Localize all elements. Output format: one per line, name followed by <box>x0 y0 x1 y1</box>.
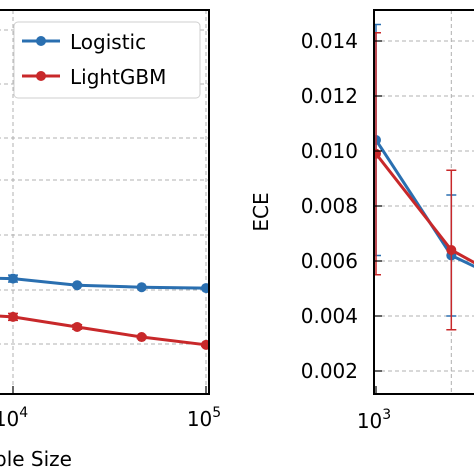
legend-label-logistic: Logistic <box>70 30 146 54</box>
right-y-tick-label: 0.002 <box>301 359 358 383</box>
right-x-tick-label: 103 <box>357 407 391 433</box>
legend-entry-lightgbm: LightGBM <box>22 65 166 89</box>
right-point-lightgbm <box>446 245 457 255</box>
left-x-axis-label: ple Size <box>0 447 72 471</box>
right-y-tick-label: 0.006 <box>301 249 358 273</box>
left-axes-frame <box>0 9 210 395</box>
left-point-lightgbm <box>136 332 147 343</box>
right-series-line-lightgbm <box>374 152 474 265</box>
left-point-logistic <box>136 282 147 293</box>
left-point-logistic <box>201 283 209 294</box>
left-series-line-lightgbm <box>0 314 207 347</box>
legend-label-lightgbm: LightGBM <box>70 65 166 89</box>
left-x-tick-label: 105 <box>187 405 221 431</box>
right-y-tick-label: 0.010 <box>301 139 358 163</box>
legend-box <box>13 21 201 99</box>
left-plot-area <box>0 273 209 350</box>
left-point-logistic <box>72 280 83 291</box>
legend: Logistic LightGBM <box>13 21 201 99</box>
left-point-lightgbm <box>8 311 18 322</box>
right-y-axis: 0.002 0.004 0.006 0.008 0.010 0.012 0.014 <box>301 29 382 383</box>
right-axes-frame <box>373 9 474 395</box>
left-point-lightgbm <box>72 321 83 332</box>
legend-marker-lightgbm <box>36 71 46 81</box>
left-point-logistic <box>8 273 18 284</box>
right-y-tick-label: 0.012 <box>301 84 358 108</box>
left-x-tick-label: 104 <box>0 405 28 431</box>
right-gridlines <box>374 10 474 394</box>
right-y-tick-label: 0.004 <box>301 304 358 328</box>
right-y-tick-label: 0.014 <box>301 29 358 53</box>
right-y-tick-label: 0.008 <box>301 194 358 218</box>
left-series-line-logistic <box>0 276 207 290</box>
left-point-lightgbm <box>201 339 209 350</box>
right-plot-area <box>374 23 474 331</box>
left-panel: 104 105 ple Size Logistic LightGBM <box>0 9 221 471</box>
right-y-axis-label: ECE <box>249 192 273 231</box>
right-x-axis: 103 <box>357 386 391 433</box>
legend-marker-logistic <box>36 36 46 46</box>
left-x-axis: 104 105 <box>0 386 221 431</box>
right-point-lightgbm <box>374 148 381 159</box>
legend-entry-logistic: Logistic <box>22 30 146 54</box>
